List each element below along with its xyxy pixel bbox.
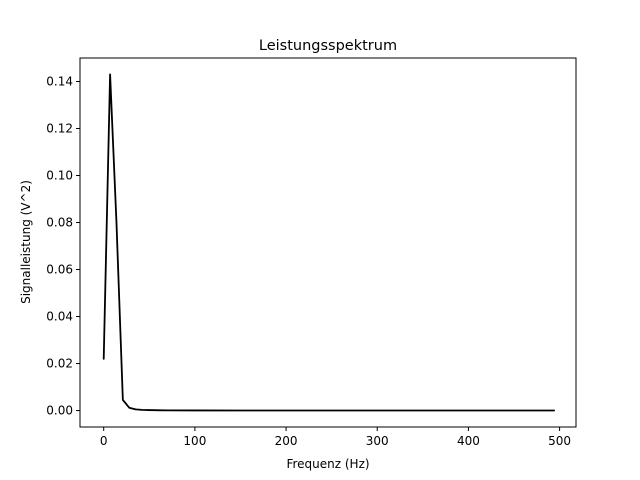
x-tick-label: 0 xyxy=(100,434,108,448)
y-tick-label: 0.14 xyxy=(46,75,73,89)
x-axis-label: Frequenz (Hz) xyxy=(286,457,369,471)
y-tick-label: 0.08 xyxy=(46,216,73,230)
plot-frame xyxy=(79,57,577,428)
y-tick-label: 0.00 xyxy=(46,404,73,418)
ticks-layer: 0 100 200 300 400 500 0.00 0.02 0.04 0.06 0.08 0.10… xyxy=(46,75,571,448)
x-tick-label: 300 xyxy=(366,434,389,448)
y-axis-label: Signalleistung (V^2) xyxy=(19,180,33,304)
x-tick-label: 100 xyxy=(183,434,206,448)
x-tick-label: 400 xyxy=(457,434,480,448)
series-layer xyxy=(102,73,556,412)
x-tick-label: 200 xyxy=(275,434,298,448)
y-tick-label: 0.06 xyxy=(46,263,73,277)
y-tick-label: 0.10 xyxy=(46,169,73,183)
series-line xyxy=(102,73,556,412)
y-tick-label: 0.02 xyxy=(46,357,73,371)
y-tick-label: 0.04 xyxy=(46,310,73,324)
chart-title: Leistungsspektrum xyxy=(259,38,397,54)
y-tick-label: 0.12 xyxy=(46,122,73,136)
x-tick-label: 500 xyxy=(548,434,571,448)
